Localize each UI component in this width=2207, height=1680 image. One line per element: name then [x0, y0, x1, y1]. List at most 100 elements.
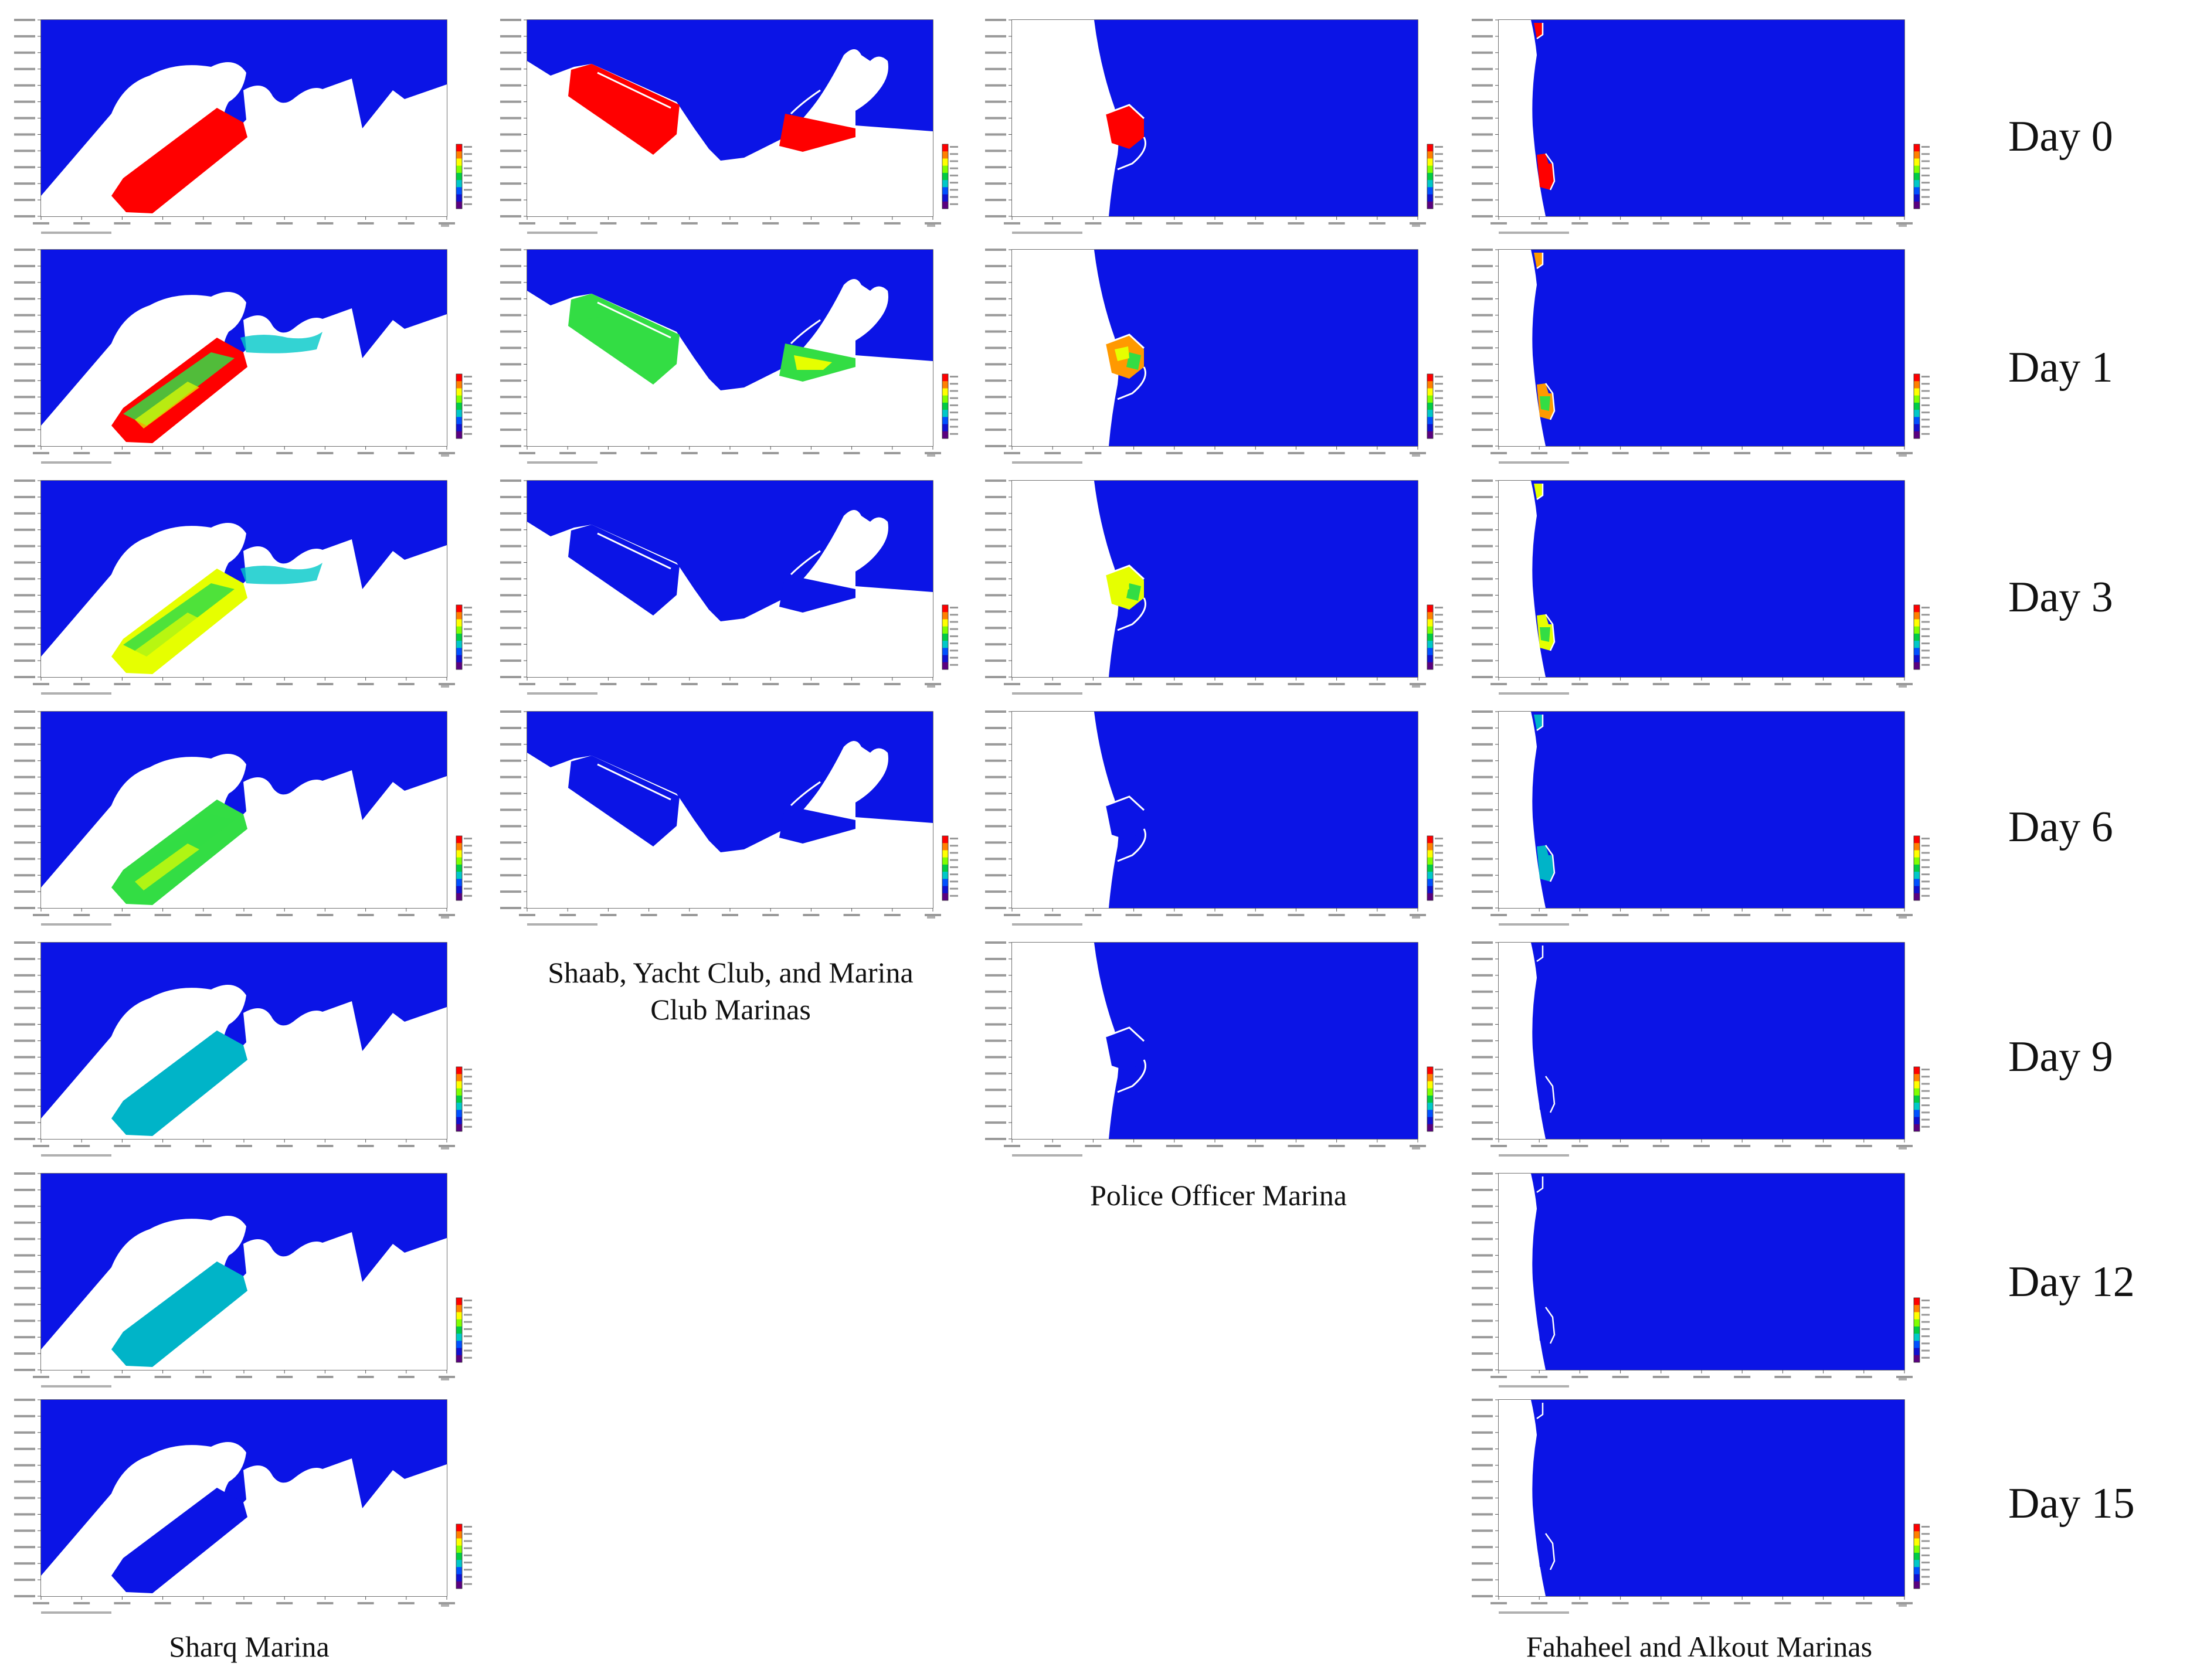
panel-col2-day-6	[494, 707, 963, 933]
day-label-3: Day 3	[2008, 573, 2113, 621]
panel-col2-day-0	[494, 15, 963, 241]
alkout-basin	[1537, 845, 1554, 882]
panel-col3-day-9	[979, 938, 1448, 1164]
marina-club-basin	[779, 805, 855, 844]
panel-col1-day-12	[8, 1169, 477, 1395]
day-label-0: Day 0	[2008, 113, 2113, 161]
simulation-plot	[500, 249, 958, 464]
colorbar	[1913, 1066, 1930, 1132]
panel-col2-day-1	[494, 245, 963, 471]
police-marina-basin	[1106, 105, 1144, 149]
shaab-basin	[568, 525, 680, 615]
day-label-9: Day 9	[2008, 1033, 2113, 1081]
alkout-basin	[1537, 1076, 1554, 1113]
day-label-15: Day 15	[2008, 1480, 2135, 1528]
simulation-plot	[14, 479, 472, 695]
caption-sharq-marina: Sharq Marina	[169, 1630, 330, 1663]
fahaheel-basin	[1534, 946, 1543, 961]
panel-col1-day-0	[8, 15, 477, 241]
simulation-plot	[14, 1399, 472, 1614]
simulation-plot	[985, 249, 1443, 464]
colorbar	[456, 1066, 472, 1132]
simulation-plot	[500, 710, 958, 926]
fahaheel-basin	[1534, 23, 1543, 39]
panel-col4-day-0	[1466, 15, 1935, 241]
colorbar	[942, 604, 958, 670]
panel-col1-day-3	[8, 476, 477, 702]
simulation-plot	[14, 249, 472, 464]
simulation-plot	[985, 479, 1443, 695]
simulation-plot	[985, 19, 1443, 234]
simulation-plot	[1472, 249, 1930, 464]
fahaheel-basin	[1534, 253, 1543, 268]
alkout-basin	[1537, 154, 1554, 190]
day-label-6: Day 6	[2008, 803, 2113, 851]
caption-police-officer-marina: Police Officer Marina	[1090, 1179, 1347, 1212]
simulation-plot	[14, 941, 472, 1157]
colorbar	[1427, 604, 1443, 670]
panel-col3-day-6	[979, 707, 1448, 933]
colorbar	[456, 144, 472, 209]
panel-col4-day-15	[1466, 1395, 1935, 1621]
panel-col1-day-9	[8, 938, 477, 1164]
colorbar	[1913, 373, 1930, 439]
panel-col4-day-1	[1466, 245, 1935, 471]
colorbar	[456, 604, 472, 670]
simulation-plot	[500, 19, 958, 234]
marina-basin	[111, 1488, 247, 1593]
marina-basin	[111, 1261, 247, 1367]
colorbar	[1913, 1297, 1930, 1363]
simulation-plot	[1472, 479, 1930, 695]
marina-club-basin	[779, 114, 855, 152]
fahaheel-basin	[1534, 484, 1543, 499]
colorbar	[1427, 1066, 1443, 1132]
colorbar	[1913, 144, 1930, 209]
simulation-plot	[1472, 710, 1930, 926]
fahaheel-basin	[1534, 715, 1543, 730]
colorbar	[456, 1523, 472, 1589]
panel-col4-day-6	[1466, 707, 1935, 933]
day-label-12: Day 12	[2008, 1258, 2135, 1306]
panel-col1-day-1	[8, 245, 477, 471]
simulation-plot	[1472, 19, 1930, 234]
colorbar	[1427, 144, 1443, 209]
simulation-plot	[1472, 941, 1930, 1157]
colorbar	[456, 835, 472, 901]
alkout-basin	[1537, 1307, 1554, 1344]
panel-col4-day-9	[1466, 938, 1935, 1164]
panel-col4-day-3	[1466, 476, 1935, 702]
colorbar	[942, 835, 958, 901]
police-marina-basin	[1106, 797, 1144, 841]
panel-col2-day-3	[494, 476, 963, 702]
panel-col1-day-6	[8, 707, 477, 933]
colorbar	[1913, 835, 1930, 901]
colorbar	[942, 373, 958, 439]
caption-fahaheel-alkout-marinas: Fahaheel and Alkout Marinas	[1526, 1630, 1873, 1663]
panel-col3-day-0	[979, 15, 1448, 241]
simulation-plot	[1472, 1399, 1930, 1614]
colorbar	[456, 373, 472, 439]
panel-col3-day-1	[979, 245, 1448, 471]
marina-basin	[111, 108, 247, 213]
simulation-plot	[14, 19, 472, 234]
simulation-plot	[14, 710, 472, 926]
day-label-1: Day 1	[2008, 344, 2113, 392]
colorbar	[942, 144, 958, 209]
simulation-plot	[14, 1172, 472, 1387]
shaab-basin	[568, 756, 680, 846]
simulation-plot	[985, 710, 1443, 926]
colorbar	[1427, 373, 1443, 439]
fahaheel-basin	[1534, 1403, 1543, 1419]
colorbar	[1913, 604, 1930, 670]
panel-col4-day-12	[1466, 1169, 1935, 1395]
shaab-basin	[568, 64, 680, 155]
marina-club-basin	[779, 574, 855, 613]
colorbar	[1913, 1523, 1930, 1589]
alkout-basin	[1537, 1533, 1554, 1570]
simulation-plot	[1472, 1172, 1930, 1387]
fahaheel-basin	[1534, 1176, 1543, 1192]
marina-basin	[111, 1031, 247, 1136]
panel-col3-day-3	[979, 476, 1448, 702]
colorbar	[456, 1297, 472, 1363]
